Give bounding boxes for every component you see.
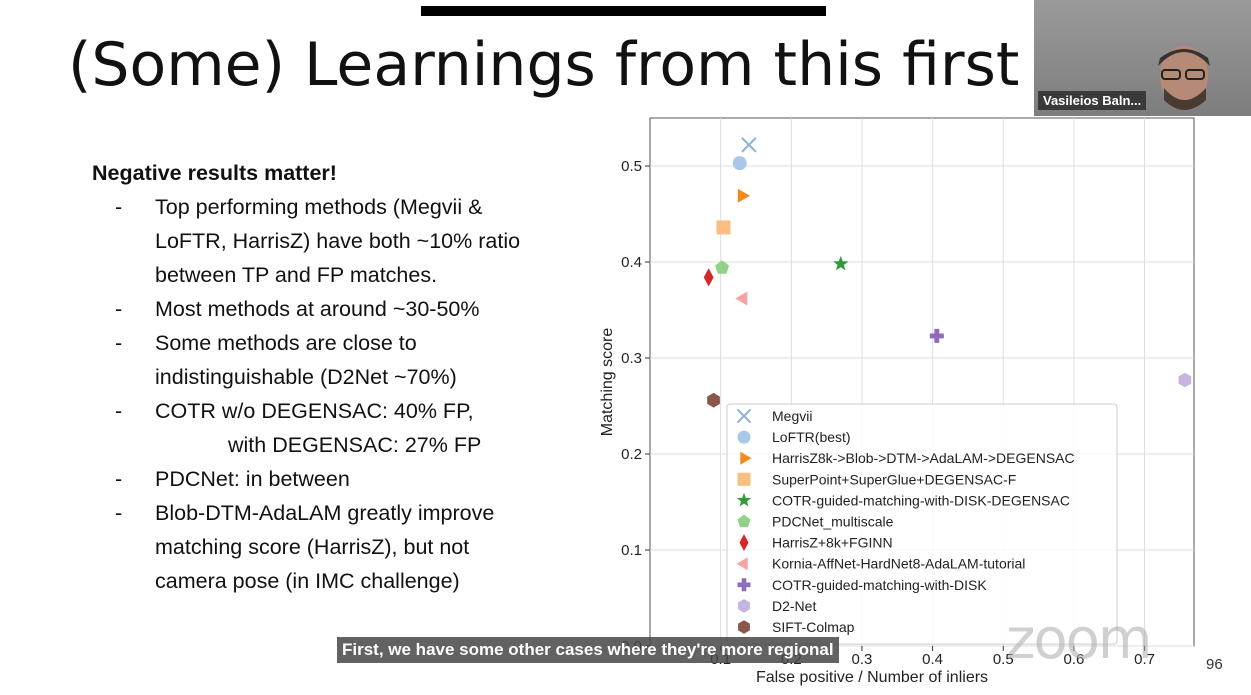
webcam-thumbnail[interactable]: Vasileios Baln... — [1034, 0, 1251, 116]
bullet-item: - Top performing methods (Megvii & LoFTR, … — [92, 190, 592, 292]
legend-marker — [737, 472, 751, 486]
bullet-line: LoFTR, HarrisZ) have both ~10% ratio — [155, 229, 521, 253]
legend-marker — [737, 578, 751, 592]
top-bar — [421, 6, 826, 16]
legend-label: PDCNet_multiscale — [772, 514, 894, 530]
legend-label: COTR-guided-matching-with-DISK-DEGENSAC — [772, 492, 1070, 508]
bullet-item: - Some methods are close to indistinguisha… — [92, 326, 592, 394]
bullet-dash: - — [115, 331, 123, 355]
bullet-line: indistinguishable (D2Net ~70%) — [155, 365, 457, 389]
data-point — [716, 220, 731, 235]
data-point — [929, 328, 944, 343]
y-tick-label: 0.5 — [621, 158, 642, 175]
legend-marker — [737, 514, 751, 527]
bullet-dash: - — [115, 399, 123, 423]
bullet-item: - COTR w/o DEGENSAC: 40% FP, with DEGENSAC… — [92, 394, 592, 462]
legend-marker — [740, 451, 752, 465]
legend-label: HarrisZ8k->Blob->DTM->AdaLAM->DEGENSAC — [772, 450, 1075, 466]
x-tick-label: 0.5 — [993, 651, 1014, 668]
y-tick-label: 0.3 — [621, 350, 642, 367]
bullet-item: - Blob-DTM-AdaLAM greatly improve matching… — [92, 496, 592, 598]
legend-label: SIFT-Colmap — [772, 619, 855, 635]
data-point — [737, 188, 750, 203]
legend-marker — [737, 430, 751, 444]
bullet-dash: - — [115, 501, 123, 525]
legend-label: COTR-guided-matching-with-DISK — [772, 577, 987, 593]
page-number: 96 — [1206, 656, 1223, 673]
legend-label: SuperPoint+SuperGlue+DEGENSAC-F — [772, 471, 1016, 487]
legend-label: Kornia-AffNet-HardNet8-AdaLAM-tutorial — [772, 556, 1025, 572]
y-tick-label: 0.2 — [621, 446, 642, 463]
zoom-watermark: zoom — [1006, 607, 1152, 672]
bullet-heading: Negative results matter! — [92, 161, 337, 185]
participant-name: Vasileios Baln... — [1038, 91, 1147, 110]
data-point — [707, 392, 720, 408]
x-tick-label: 0.7 — [1134, 651, 1155, 668]
bullet-line: COTR w/o DEGENSAC: 40% FP, — [155, 399, 474, 423]
bullet-dash: - — [115, 195, 123, 219]
data-point — [703, 268, 714, 287]
legend-label: D2-Net — [772, 598, 816, 614]
person-silhouette — [1158, 46, 1210, 110]
x-tick-label: 0.3 — [852, 651, 873, 668]
bullet-line: matching score (HarrisZ), but not — [155, 535, 470, 559]
bullet-line: camera pose (in IMC challenge) — [155, 569, 460, 593]
legend-box — [726, 403, 1118, 645]
data-point — [1178, 372, 1192, 388]
x-tick-label: 0.4 — [922, 651, 943, 668]
bullet-line: Some methods are close to — [155, 331, 417, 355]
bullet-line: Top performing methods (Megvii & — [155, 195, 483, 219]
data-point — [741, 137, 757, 153]
bullet-items: - Top performing methods (Megvii & LoFTR, … — [92, 190, 592, 598]
y-tick-label: 0.4 — [621, 254, 642, 271]
x-tick-label: 0.6 — [1063, 651, 1084, 668]
legend-label: LoFTR(best) — [772, 429, 851, 445]
legend-marker — [738, 599, 750, 613]
legend-marker — [736, 492, 752, 507]
legend-marker — [738, 620, 750, 634]
bullet-item: - PDCNet: in between — [92, 462, 592, 496]
x-axis-label: False positive / Number of inliers — [756, 669, 988, 686]
bullet-item: - Most methods at around ~30-50% — [92, 292, 592, 326]
bullet-dash: - — [115, 297, 123, 321]
y-tick-label: 0.1 — [621, 542, 642, 559]
data-point — [715, 260, 730, 274]
data-point — [732, 156, 747, 171]
live-caption: First, we have some other cases where th… — [337, 637, 839, 663]
bullet-line: Most methods at around ~30-50% — [155, 297, 480, 321]
bullet-line: between TP and FP matches. — [155, 263, 438, 287]
legend-marker — [736, 408, 752, 424]
bullet-line-indented: with DEGENSAC: 27% FP — [228, 433, 482, 457]
legend-label: HarrisZ+8k+FGINN — [772, 535, 893, 551]
bullet-line: PDCNet: in between — [155, 467, 350, 491]
slide-title: (Some) Learnings from this first ve — [68, 30, 1111, 100]
data-point — [833, 255, 849, 271]
legend-marker — [739, 534, 749, 552]
bullet-line: Blob-DTM-AdaLAM greatly improve — [155, 501, 495, 525]
data-point — [735, 291, 748, 306]
bullet-dash: - — [115, 467, 123, 491]
legend-marker — [736, 557, 748, 571]
legend-label: Megvii — [772, 408, 812, 424]
y-axis-label: Matching score — [599, 328, 616, 437]
bullet-list: Negative results matter! - Top performing… — [92, 156, 592, 598]
